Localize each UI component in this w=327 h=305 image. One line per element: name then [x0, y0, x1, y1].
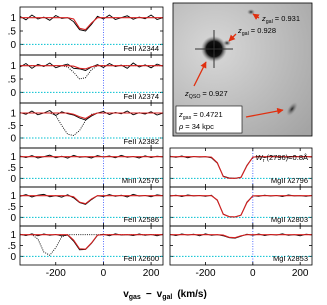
redshift-label: zgal = 0.928 [237, 26, 276, 37]
x-label-part: − [146, 289, 152, 300]
arrow [252, 13, 260, 20]
y-tick-label: 1 [10, 61, 16, 72]
box-line: ρ = 34 kpc [178, 122, 214, 131]
model-line [20, 195, 163, 205]
box-line: zgas = 0.4721 [178, 110, 223, 121]
y-tick-label: 1 [10, 230, 16, 241]
x-label-part: gas [129, 294, 141, 301]
symbol: z [178, 110, 183, 119]
y-tick-label: .5 [8, 163, 17, 174]
text-rest: = 34 kpc [185, 122, 214, 131]
subscript: r [263, 158, 265, 164]
panel: 0 .5 1 FeII λ2374 [8, 54, 164, 104]
subscript: gal [266, 19, 273, 25]
galaxy [247, 9, 255, 15]
x-tick-label: -200 [195, 268, 215, 279]
x-tick-label: 200 [292, 268, 309, 279]
arrow [228, 33, 237, 42]
text-rest: (2796)=0.8Å [267, 153, 309, 162]
y-tick-label: 1 [10, 109, 16, 120]
flux-line [170, 194, 312, 218]
panel-label: MgII λ2803 [271, 215, 308, 224]
y-tick-label: 1 [10, 152, 16, 163]
model-line [20, 17, 163, 31]
symbol: z [261, 14, 266, 23]
blend-line [20, 112, 163, 136]
y-tick-label: .5 [8, 121, 17, 132]
y-tick-label: 0 [10, 252, 16, 263]
x-label-part: (km/s) [177, 289, 206, 300]
equivalent-width: Wr (2796)=0.8Å [256, 153, 308, 164]
y-tick-label: 0 [10, 134, 16, 145]
symbol: W [256, 153, 264, 162]
x-tick-label: 0 [250, 268, 256, 279]
x-label-part: v [157, 289, 163, 300]
panel-label: FeII λ2344 [124, 44, 159, 53]
symbol: ρ [178, 122, 184, 131]
redshift-label: zgal = 0.931 [261, 14, 300, 25]
sky-image [172, 2, 313, 137]
arrow [193, 61, 207, 87]
text-rest: = 0.927 [202, 89, 227, 98]
x-tick-label: -200 [46, 268, 66, 279]
x-label-part: gal [162, 294, 172, 301]
panel-label: FeII λ2600 [124, 254, 159, 263]
y-tick-label: 0 [10, 213, 16, 224]
panel: -200 0 200 MgI λ2853 [169, 225, 313, 279]
model-line [20, 65, 163, 70]
panel-label: MgII λ2796 [271, 176, 308, 185]
redshift-label: zQSO = 0.927 [184, 89, 228, 100]
model-line [170, 195, 312, 218]
panel-label: FeII λ2586 [124, 215, 159, 224]
x-tick-label: 200 [143, 268, 160, 279]
text-rest: = 0.931 [275, 14, 300, 23]
x-tick-label: 0 [101, 268, 107, 279]
blend-line [20, 65, 163, 80]
y-tick-label: .5 [8, 241, 17, 252]
y-tick-label: .5 [8, 75, 17, 86]
panel: MgII λ2796 [169, 147, 313, 188]
galaxy [286, 102, 298, 116]
model-line [170, 234, 312, 239]
text-rest: = 0.4721 [193, 110, 222, 119]
y-tick-label: 1 [10, 13, 16, 24]
panel-frame [169, 225, 313, 266]
panel: 0 .5 1 FeII λ2344 [8, 6, 164, 56]
arrow [245, 107, 284, 118]
symbol: z [184, 89, 189, 98]
panel: 0 .51 FeII λ2382 [8, 102, 164, 149]
y-tick-label: .5 [8, 27, 17, 38]
x-label-part: v [123, 289, 129, 300]
y-tick-label: .5 [8, 202, 17, 213]
subscript: QSO [189, 94, 201, 100]
y-tick-label: 0 [10, 40, 16, 51]
panel-frame [19, 225, 164, 266]
text-rest: = 0.928 [251, 26, 276, 35]
model-line [170, 156, 312, 179]
symbol: z [237, 26, 242, 35]
panel-label: MgI λ2853 [273, 254, 308, 263]
panel-label: FeII λ2374 [124, 92, 159, 101]
x-axis-label: vgas − vgal (km/s) [123, 289, 207, 301]
model-line [20, 234, 163, 250]
info-box [175, 105, 243, 134]
diffraction-spikes [195, 30, 233, 68]
subscript: gal [242, 31, 249, 37]
panel: 0.51 FeII λ2586 [8, 186, 164, 227]
panel: MgII λ2803 [169, 186, 313, 227]
y-tick-label: 0 [10, 88, 16, 99]
galaxy [223, 40, 231, 46]
model-line [20, 112, 163, 120]
panel-label: FeII λ2382 [124, 137, 159, 146]
panel: 0.51 MnII λ2576 [8, 147, 164, 188]
flux-line [20, 233, 163, 251]
panel-label: MnII λ2576 [122, 176, 159, 185]
subscript: gas [183, 115, 192, 121]
y-tick-label: 0 [10, 174, 16, 185]
y-tick-label: 1 [10, 191, 16, 202]
blend-line [20, 234, 163, 256]
